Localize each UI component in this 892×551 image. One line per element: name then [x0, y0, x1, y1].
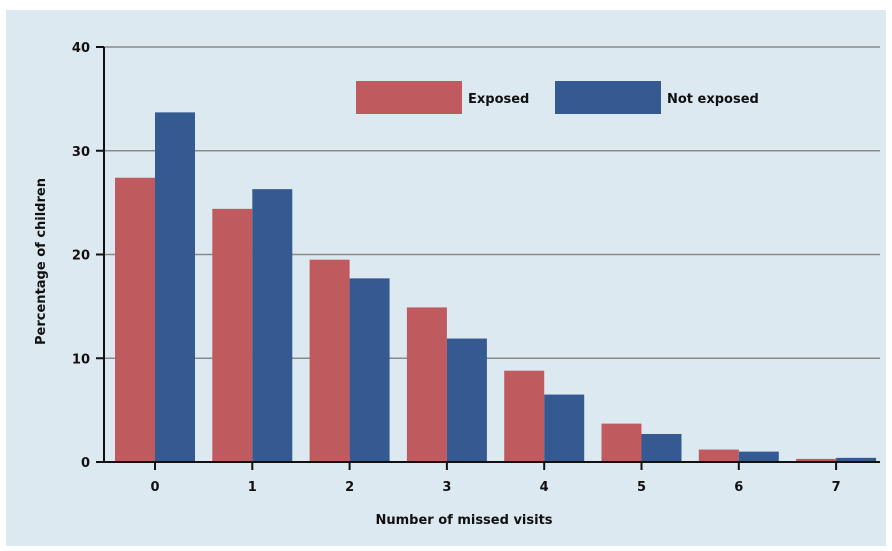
bar-exposed-1: [212, 208, 253, 462]
y-tick-label: 0: [81, 456, 90, 471]
bar-not-exposed-7: [836, 457, 877, 462]
y-axis-title: Percentage of children: [34, 178, 49, 345]
legend: Exposed Not exposed: [356, 81, 759, 114]
bar-exposed-4: [504, 370, 545, 462]
x-axis-title: Number of missed visits: [375, 513, 552, 528]
bar-not-exposed-2: [349, 278, 390, 462]
x-tick-label: 1: [248, 480, 257, 495]
chart-panel: 0 10 20 30 40 0 1 2 3 4 5 6 7 Exposed Not exposed Nu…: [6, 10, 886, 546]
legend-swatch-not-exposed: [555, 81, 661, 114]
legend-swatch-exposed: [356, 81, 462, 114]
bar-exposed-3: [406, 307, 447, 462]
x-tick-label: 3: [442, 480, 451, 495]
bar-not-exposed-3: [446, 338, 487, 462]
legend-label-not-exposed: Not exposed: [667, 92, 759, 107]
bar-exposed-2: [309, 259, 350, 462]
bar-exposed-7: [796, 458, 837, 462]
x-tick-label: 6: [734, 480, 743, 495]
bars: [115, 112, 877, 463]
y-tick-label: 40: [72, 41, 90, 56]
bar-exposed-5: [601, 423, 642, 462]
y-tick-label: 20: [72, 249, 90, 264]
x-tick-label: 2: [345, 480, 354, 495]
bar-exposed-0: [115, 177, 155, 462]
bar-not-exposed-1: [252, 189, 293, 462]
x-tick-label: 5: [637, 480, 646, 495]
bar-not-exposed-5: [641, 433, 682, 462]
x-tick-label: 7: [832, 480, 841, 495]
x-tick-label: 0: [150, 480, 159, 495]
bar-not-exposed-4: [544, 394, 585, 462]
legend-label-exposed: Exposed: [468, 92, 529, 107]
bar-chart: 0 10 20 30 40 0 1 2 3 4 5 6 7 Exposed Not exposed Nu…: [34, 41, 880, 528]
bar-not-exposed-0: [155, 112, 195, 463]
bar-not-exposed-6: [738, 451, 779, 462]
bar-exposed-6: [698, 449, 739, 462]
y-tick-label: 30: [72, 145, 90, 160]
x-tick-label: 4: [540, 480, 549, 495]
tick-labels: 0 10 20 30 40 0 1 2 3 4 5 6 7: [72, 41, 841, 495]
y-tick-label: 10: [72, 352, 90, 367]
